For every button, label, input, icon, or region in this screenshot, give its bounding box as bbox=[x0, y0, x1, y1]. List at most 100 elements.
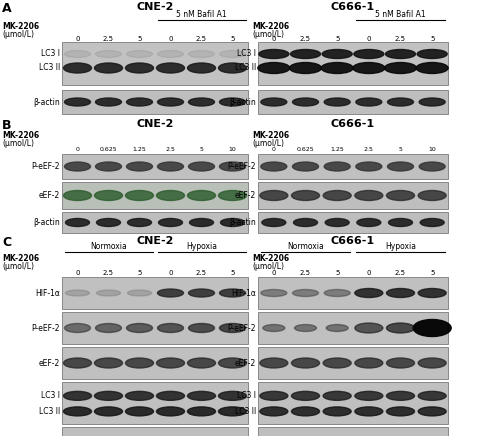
Ellipse shape bbox=[417, 50, 447, 58]
Text: MK-2206: MK-2206 bbox=[252, 22, 289, 31]
Ellipse shape bbox=[292, 290, 318, 296]
Ellipse shape bbox=[64, 324, 90, 333]
Text: (μmol/L): (μmol/L) bbox=[2, 30, 34, 39]
Bar bbox=[62, 42, 248, 85]
Text: 5: 5 bbox=[430, 36, 434, 42]
Ellipse shape bbox=[126, 191, 154, 201]
Ellipse shape bbox=[418, 191, 446, 201]
Text: LC3 I: LC3 I bbox=[237, 50, 256, 58]
Text: 0: 0 bbox=[75, 270, 80, 276]
Text: β-actin: β-actin bbox=[229, 98, 256, 106]
Text: Normoxia: Normoxia bbox=[90, 242, 127, 251]
Ellipse shape bbox=[420, 218, 444, 226]
Ellipse shape bbox=[354, 50, 384, 58]
Ellipse shape bbox=[356, 162, 382, 171]
Ellipse shape bbox=[326, 324, 348, 331]
Text: 0: 0 bbox=[366, 270, 371, 276]
Text: 0: 0 bbox=[75, 36, 80, 42]
Text: 5: 5 bbox=[230, 270, 234, 276]
Ellipse shape bbox=[158, 324, 184, 333]
Ellipse shape bbox=[96, 162, 122, 171]
Text: 1.25: 1.25 bbox=[330, 147, 344, 152]
Ellipse shape bbox=[188, 324, 214, 333]
Text: 0: 0 bbox=[272, 270, 276, 276]
Ellipse shape bbox=[188, 392, 216, 400]
Ellipse shape bbox=[158, 162, 184, 171]
Ellipse shape bbox=[64, 392, 92, 400]
Ellipse shape bbox=[323, 191, 351, 201]
Ellipse shape bbox=[94, 392, 122, 400]
Ellipse shape bbox=[126, 324, 152, 333]
Text: Hypoxia: Hypoxia bbox=[186, 242, 217, 251]
Bar bbox=[258, 427, 448, 436]
Bar bbox=[258, 90, 448, 114]
Text: CNE-2: CNE-2 bbox=[136, 236, 173, 246]
Ellipse shape bbox=[158, 289, 184, 297]
Ellipse shape bbox=[64, 98, 90, 106]
Text: eEF-2: eEF-2 bbox=[235, 358, 256, 368]
Ellipse shape bbox=[258, 62, 290, 74]
Ellipse shape bbox=[355, 323, 383, 333]
Text: LC3 I: LC3 I bbox=[237, 392, 256, 400]
Ellipse shape bbox=[323, 392, 351, 400]
Ellipse shape bbox=[188, 162, 214, 171]
Ellipse shape bbox=[128, 290, 152, 296]
Ellipse shape bbox=[261, 290, 287, 296]
Ellipse shape bbox=[64, 51, 90, 58]
Text: LC3 II: LC3 II bbox=[39, 407, 60, 416]
Text: (μmol/L): (μmol/L) bbox=[252, 30, 284, 39]
Text: 0: 0 bbox=[272, 147, 276, 152]
Ellipse shape bbox=[190, 218, 214, 226]
Text: C666-1: C666-1 bbox=[331, 2, 375, 12]
Ellipse shape bbox=[188, 51, 214, 58]
Ellipse shape bbox=[355, 191, 383, 201]
Text: LC3 I: LC3 I bbox=[41, 392, 60, 400]
Text: 10: 10 bbox=[228, 147, 236, 152]
Bar bbox=[62, 347, 248, 379]
Bar bbox=[62, 277, 248, 309]
Ellipse shape bbox=[323, 407, 351, 416]
Text: 2.5: 2.5 bbox=[395, 270, 406, 276]
Ellipse shape bbox=[96, 324, 122, 333]
Bar bbox=[62, 90, 248, 114]
Text: HIF-1α: HIF-1α bbox=[231, 289, 256, 297]
Text: CNE-2: CNE-2 bbox=[136, 2, 173, 12]
Ellipse shape bbox=[322, 50, 352, 58]
Text: 2.5: 2.5 bbox=[103, 270, 114, 276]
Ellipse shape bbox=[64, 191, 92, 201]
Ellipse shape bbox=[188, 358, 216, 368]
Text: 2.5: 2.5 bbox=[300, 36, 311, 42]
Text: 5: 5 bbox=[230, 36, 234, 42]
Ellipse shape bbox=[418, 407, 446, 416]
Ellipse shape bbox=[294, 218, 318, 226]
Ellipse shape bbox=[188, 407, 216, 416]
Ellipse shape bbox=[218, 407, 246, 416]
Ellipse shape bbox=[260, 191, 288, 201]
Ellipse shape bbox=[126, 162, 152, 171]
Text: 0.625: 0.625 bbox=[100, 147, 117, 152]
Ellipse shape bbox=[388, 218, 412, 226]
Ellipse shape bbox=[126, 392, 154, 400]
Ellipse shape bbox=[292, 358, 320, 368]
Text: eEF-2: eEF-2 bbox=[39, 358, 60, 368]
Ellipse shape bbox=[218, 358, 246, 368]
Ellipse shape bbox=[126, 98, 152, 106]
Text: eEF-2: eEF-2 bbox=[39, 191, 60, 200]
Text: C666-1: C666-1 bbox=[331, 236, 375, 246]
Ellipse shape bbox=[355, 392, 383, 400]
Text: MK-2206: MK-2206 bbox=[252, 131, 289, 140]
Ellipse shape bbox=[64, 358, 92, 368]
Ellipse shape bbox=[418, 392, 446, 400]
Ellipse shape bbox=[64, 407, 92, 416]
Bar bbox=[258, 212, 448, 233]
Ellipse shape bbox=[94, 407, 122, 416]
Ellipse shape bbox=[64, 162, 90, 171]
Ellipse shape bbox=[261, 162, 287, 171]
Text: A: A bbox=[2, 2, 12, 15]
Ellipse shape bbox=[94, 358, 122, 368]
Text: β-actin: β-actin bbox=[33, 218, 60, 227]
Bar bbox=[258, 382, 448, 424]
Text: 5: 5 bbox=[430, 270, 434, 276]
Ellipse shape bbox=[418, 289, 446, 297]
Ellipse shape bbox=[220, 162, 246, 171]
